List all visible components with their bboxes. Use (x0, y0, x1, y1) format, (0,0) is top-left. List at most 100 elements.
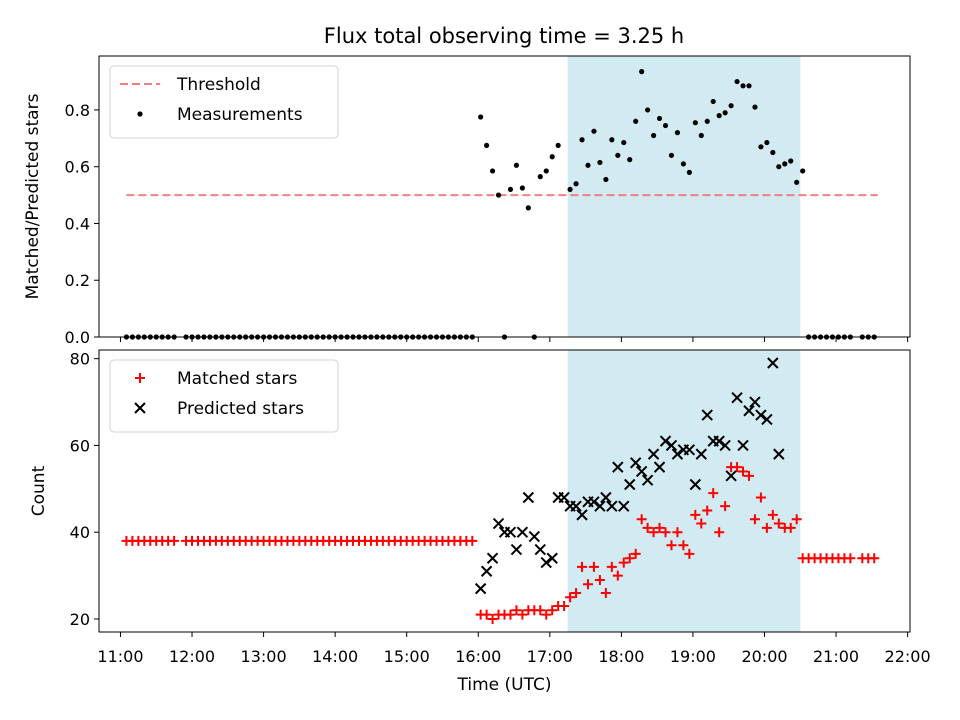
legend-box (109, 65, 339, 139)
measurement-point (662, 122, 669, 129)
y-tick-label: 0.6 (65, 158, 90, 177)
measurement-point (776, 164, 782, 170)
measurement-point (591, 128, 597, 134)
x-tick-label: 19:00 (670, 647, 716, 666)
predicted-star-point (624, 478, 636, 491)
predicted-star-point (510, 543, 523, 556)
matched-star-point (660, 527, 671, 538)
predicted-star-point (647, 448, 660, 460)
matched-star-point (577, 561, 588, 572)
x-tick-label: 15:00 (384, 647, 430, 666)
measurement-point (758, 144, 764, 150)
matched-star-point (696, 518, 707, 529)
matched-star-point (535, 605, 546, 616)
y-tick-label: 0.8 (65, 101, 90, 120)
predicted-star-point (629, 457, 642, 469)
matched-star-point (547, 605, 558, 616)
predicted-star-point (534, 543, 546, 556)
legend-label: Matched stars (177, 369, 297, 389)
ratio-y-axis-label: Matched/Predicted stars (23, 93, 43, 299)
x-tick-label: 20:00 (741, 647, 787, 666)
ratio-marks (123, 69, 878, 340)
matched-star-point (517, 609, 528, 620)
predicted-star-point (743, 405, 755, 417)
predicted-star-point (725, 470, 737, 482)
matched-star-point (642, 522, 653, 533)
matched-star-point (565, 592, 576, 603)
matched-star-point (708, 488, 719, 499)
measurement-point (609, 137, 615, 143)
y-tick-label: 40 (70, 523, 90, 542)
count-plot-frame (98, 349, 911, 633)
measurement-point (740, 83, 746, 89)
measurement-point (656, 115, 663, 122)
matched-star-point (481, 609, 492, 620)
matched-star-point (606, 561, 617, 572)
measurement-point (746, 83, 752, 89)
measurement-point (484, 142, 490, 149)
matched-star-point (636, 514, 647, 525)
measurement-point (752, 104, 758, 110)
predicted-star-point (606, 500, 618, 512)
measurement-point (734, 78, 740, 85)
ratio-legend: Threshold Measurements (109, 65, 339, 139)
x-tick-label: 18:00 (598, 647, 644, 666)
matched-star-point (749, 514, 760, 525)
predicted-star-point (749, 396, 761, 408)
observing-span-top (567, 56, 801, 337)
matched-star-point (582, 579, 593, 590)
predicted-star-point (737, 439, 749, 452)
y-tick-label: 80 (70, 350, 90, 369)
predicted-star-point (671, 448, 684, 460)
predicted-star-point (480, 565, 493, 577)
measurement-point (478, 114, 484, 120)
measurement-point (537, 174, 543, 180)
measurement-point (800, 168, 806, 174)
matched-star-point (767, 509, 778, 520)
predicted-star-point (492, 517, 505, 530)
x-tick-label: 13:00 (241, 647, 287, 666)
matched-star-point (630, 548, 641, 559)
predicted-star-point (635, 465, 648, 478)
matched-star-point (690, 509, 701, 520)
matched-star-point (618, 557, 629, 568)
predicted-star-point (612, 461, 624, 473)
matched-star-point (732, 462, 743, 473)
measurement-point (603, 176, 609, 183)
predicted-star-point (713, 435, 725, 447)
matched-star-point (755, 492, 766, 503)
legend-predicted-swatch (134, 402, 146, 414)
matched-star-point (571, 587, 582, 598)
matched-star-point (654, 522, 665, 533)
legend-label: Measurements (177, 105, 303, 125)
y-tick-label: 0.2 (65, 271, 90, 290)
measurement-point (489, 168, 496, 174)
predicted-star-point (594, 500, 606, 512)
measurement-point (513, 162, 520, 168)
predicted-star-point (558, 491, 570, 504)
count-marks (121, 357, 880, 624)
measurement-point (567, 186, 573, 193)
measurement-point (692, 120, 698, 126)
predicted-star-point (540, 556, 552, 569)
matched-star-point (612, 570, 623, 581)
matched-star-point (541, 609, 552, 620)
predicted-star-point (773, 448, 785, 460)
count-axes: 11:00 12:00 13:00 14:00 15:00 16:00 17:00 18:00… (70, 350, 931, 666)
matched-star-point (672, 527, 683, 538)
measurement-point (650, 132, 657, 139)
matched-star-point (624, 553, 635, 564)
predicted-star-point (683, 444, 696, 456)
predicted-star-point (701, 409, 713, 421)
measurement-point (794, 179, 800, 185)
count-y-axis-label: Count (29, 465, 49, 516)
legend-label: Threshold (176, 75, 261, 95)
legend-box (109, 359, 339, 433)
ratio-axes: 0.0 0.2 0.4 0.6 0.8 (65, 101, 909, 347)
matched-star-point (702, 505, 713, 516)
matched-star-point (678, 540, 689, 551)
predicted-star-point (474, 582, 487, 595)
matched-star-point (467, 535, 478, 546)
measurement-point (597, 159, 603, 166)
measurement-point (710, 98, 716, 105)
